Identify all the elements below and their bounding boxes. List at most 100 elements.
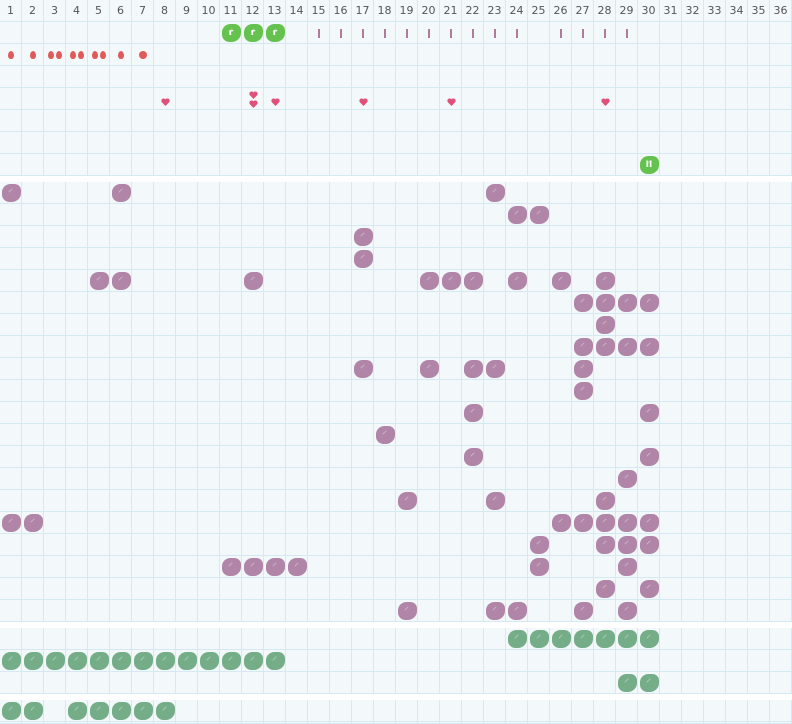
purple-cell[interactable]	[528, 204, 550, 226]
sage-cell[interactable]	[132, 650, 154, 672]
sage-cell[interactable]	[0, 650, 22, 672]
sage-cell[interactable]	[638, 628, 660, 650]
purple-cell[interactable]	[0, 182, 22, 204]
purple-cell[interactable]	[484, 490, 506, 512]
purple-cell[interactable]	[110, 270, 132, 292]
bar-cell[interactable]	[418, 22, 440, 44]
purple-cell[interactable]	[616, 600, 638, 622]
bar-cell[interactable]	[374, 22, 396, 44]
green-r-cell[interactable]: r	[220, 22, 242, 44]
purple-cell[interactable]	[638, 292, 660, 314]
sage-cell[interactable]	[154, 700, 176, 722]
purple-cell[interactable]	[0, 512, 22, 534]
purple-cell[interactable]	[264, 556, 286, 578]
purple-cell[interactable]	[528, 534, 550, 556]
pause-cell[interactable]: II	[638, 154, 660, 176]
purple-cell[interactable]	[594, 314, 616, 336]
sage-cell[interactable]	[550, 628, 572, 650]
purple-cell[interactable]	[242, 270, 264, 292]
bar-cell[interactable]	[594, 22, 616, 44]
sage-cell[interactable]	[198, 650, 220, 672]
bar-cell[interactable]	[506, 22, 528, 44]
sage-cell[interactable]	[110, 700, 132, 722]
purple-cell[interactable]	[638, 446, 660, 468]
bar-cell[interactable]	[550, 22, 572, 44]
sage-cell[interactable]	[66, 700, 88, 722]
purple-cell[interactable]	[572, 336, 594, 358]
sage-cell[interactable]	[110, 650, 132, 672]
sage-cell[interactable]	[132, 700, 154, 722]
purple-cell[interactable]	[572, 358, 594, 380]
bar-cell[interactable]	[352, 22, 374, 44]
bar-cell[interactable]	[396, 22, 418, 44]
purple-cell[interactable]	[616, 556, 638, 578]
purple-cell[interactable]	[616, 292, 638, 314]
purple-cell[interactable]	[484, 358, 506, 380]
purple-cell[interactable]	[396, 600, 418, 622]
purple-cell[interactable]	[352, 248, 374, 270]
purple-cell[interactable]	[616, 512, 638, 534]
purple-cell[interactable]	[594, 578, 616, 600]
sage-cell[interactable]	[638, 672, 660, 694]
purple-cell[interactable]	[22, 512, 44, 534]
purple-cell[interactable]	[594, 512, 616, 534]
bar-cell[interactable]	[330, 22, 352, 44]
heart-cell[interactable]	[440, 88, 462, 110]
purple-cell[interactable]	[616, 534, 638, 556]
purple-cell[interactable]	[506, 270, 528, 292]
green-r-cell[interactable]: r	[242, 22, 264, 44]
drop-cell[interactable]	[88, 44, 110, 66]
purple-cell[interactable]	[484, 182, 506, 204]
purple-cell[interactable]	[396, 490, 418, 512]
purple-cell[interactable]	[572, 512, 594, 534]
sage-cell[interactable]	[22, 700, 44, 722]
purple-cell[interactable]	[638, 402, 660, 424]
purple-cell[interactable]	[616, 336, 638, 358]
sage-cell[interactable]	[242, 650, 264, 672]
purple-cell[interactable]	[572, 600, 594, 622]
purple-cell[interactable]	[352, 226, 374, 248]
heart-cell[interactable]	[594, 88, 616, 110]
sage-cell[interactable]	[572, 628, 594, 650]
purple-cell[interactable]	[572, 292, 594, 314]
sage-cell[interactable]	[528, 628, 550, 650]
heart-cell[interactable]	[264, 88, 286, 110]
sage-cell[interactable]	[154, 650, 176, 672]
drop-cell[interactable]	[66, 44, 88, 66]
purple-cell[interactable]	[594, 490, 616, 512]
purple-cell[interactable]	[352, 358, 374, 380]
purple-cell[interactable]	[638, 578, 660, 600]
drop-cell[interactable]	[110, 44, 132, 66]
bar-cell[interactable]	[308, 22, 330, 44]
drop-cell[interactable]	[22, 44, 44, 66]
bar-cell[interactable]	[462, 22, 484, 44]
purple-cell[interactable]	[594, 292, 616, 314]
purple-cell[interactable]	[418, 270, 440, 292]
purple-cell[interactable]	[550, 270, 572, 292]
purple-cell[interactable]	[484, 600, 506, 622]
purple-cell[interactable]	[88, 270, 110, 292]
purple-cell[interactable]	[638, 534, 660, 556]
purple-cell[interactable]	[462, 446, 484, 468]
purple-cell[interactable]	[286, 556, 308, 578]
bar-cell[interactable]	[572, 22, 594, 44]
purple-cell[interactable]	[440, 270, 462, 292]
heart-cell[interactable]	[352, 88, 374, 110]
sage-cell[interactable]	[0, 700, 22, 722]
sage-cell[interactable]	[220, 650, 242, 672]
sage-cell[interactable]	[66, 650, 88, 672]
sage-cell[interactable]	[22, 650, 44, 672]
purple-cell[interactable]	[506, 600, 528, 622]
drop-cell[interactable]	[44, 44, 66, 66]
purple-cell[interactable]	[594, 534, 616, 556]
purple-cell[interactable]	[462, 270, 484, 292]
heart-cell[interactable]	[242, 88, 264, 110]
bar-cell[interactable]	[616, 22, 638, 44]
purple-cell[interactable]	[594, 270, 616, 292]
purple-cell[interactable]	[528, 556, 550, 578]
sage-cell[interactable]	[616, 628, 638, 650]
purple-cell[interactable]	[572, 380, 594, 402]
sage-cell[interactable]	[88, 650, 110, 672]
purple-cell[interactable]	[220, 556, 242, 578]
drop-cell[interactable]	[0, 44, 22, 66]
